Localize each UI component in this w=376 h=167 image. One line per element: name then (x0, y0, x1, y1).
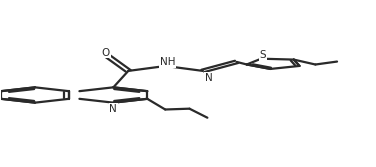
Text: N: N (205, 73, 212, 83)
Text: O: O (102, 48, 110, 57)
Text: NH: NH (160, 57, 175, 67)
Text: N: N (109, 104, 117, 114)
Text: S: S (260, 50, 266, 60)
